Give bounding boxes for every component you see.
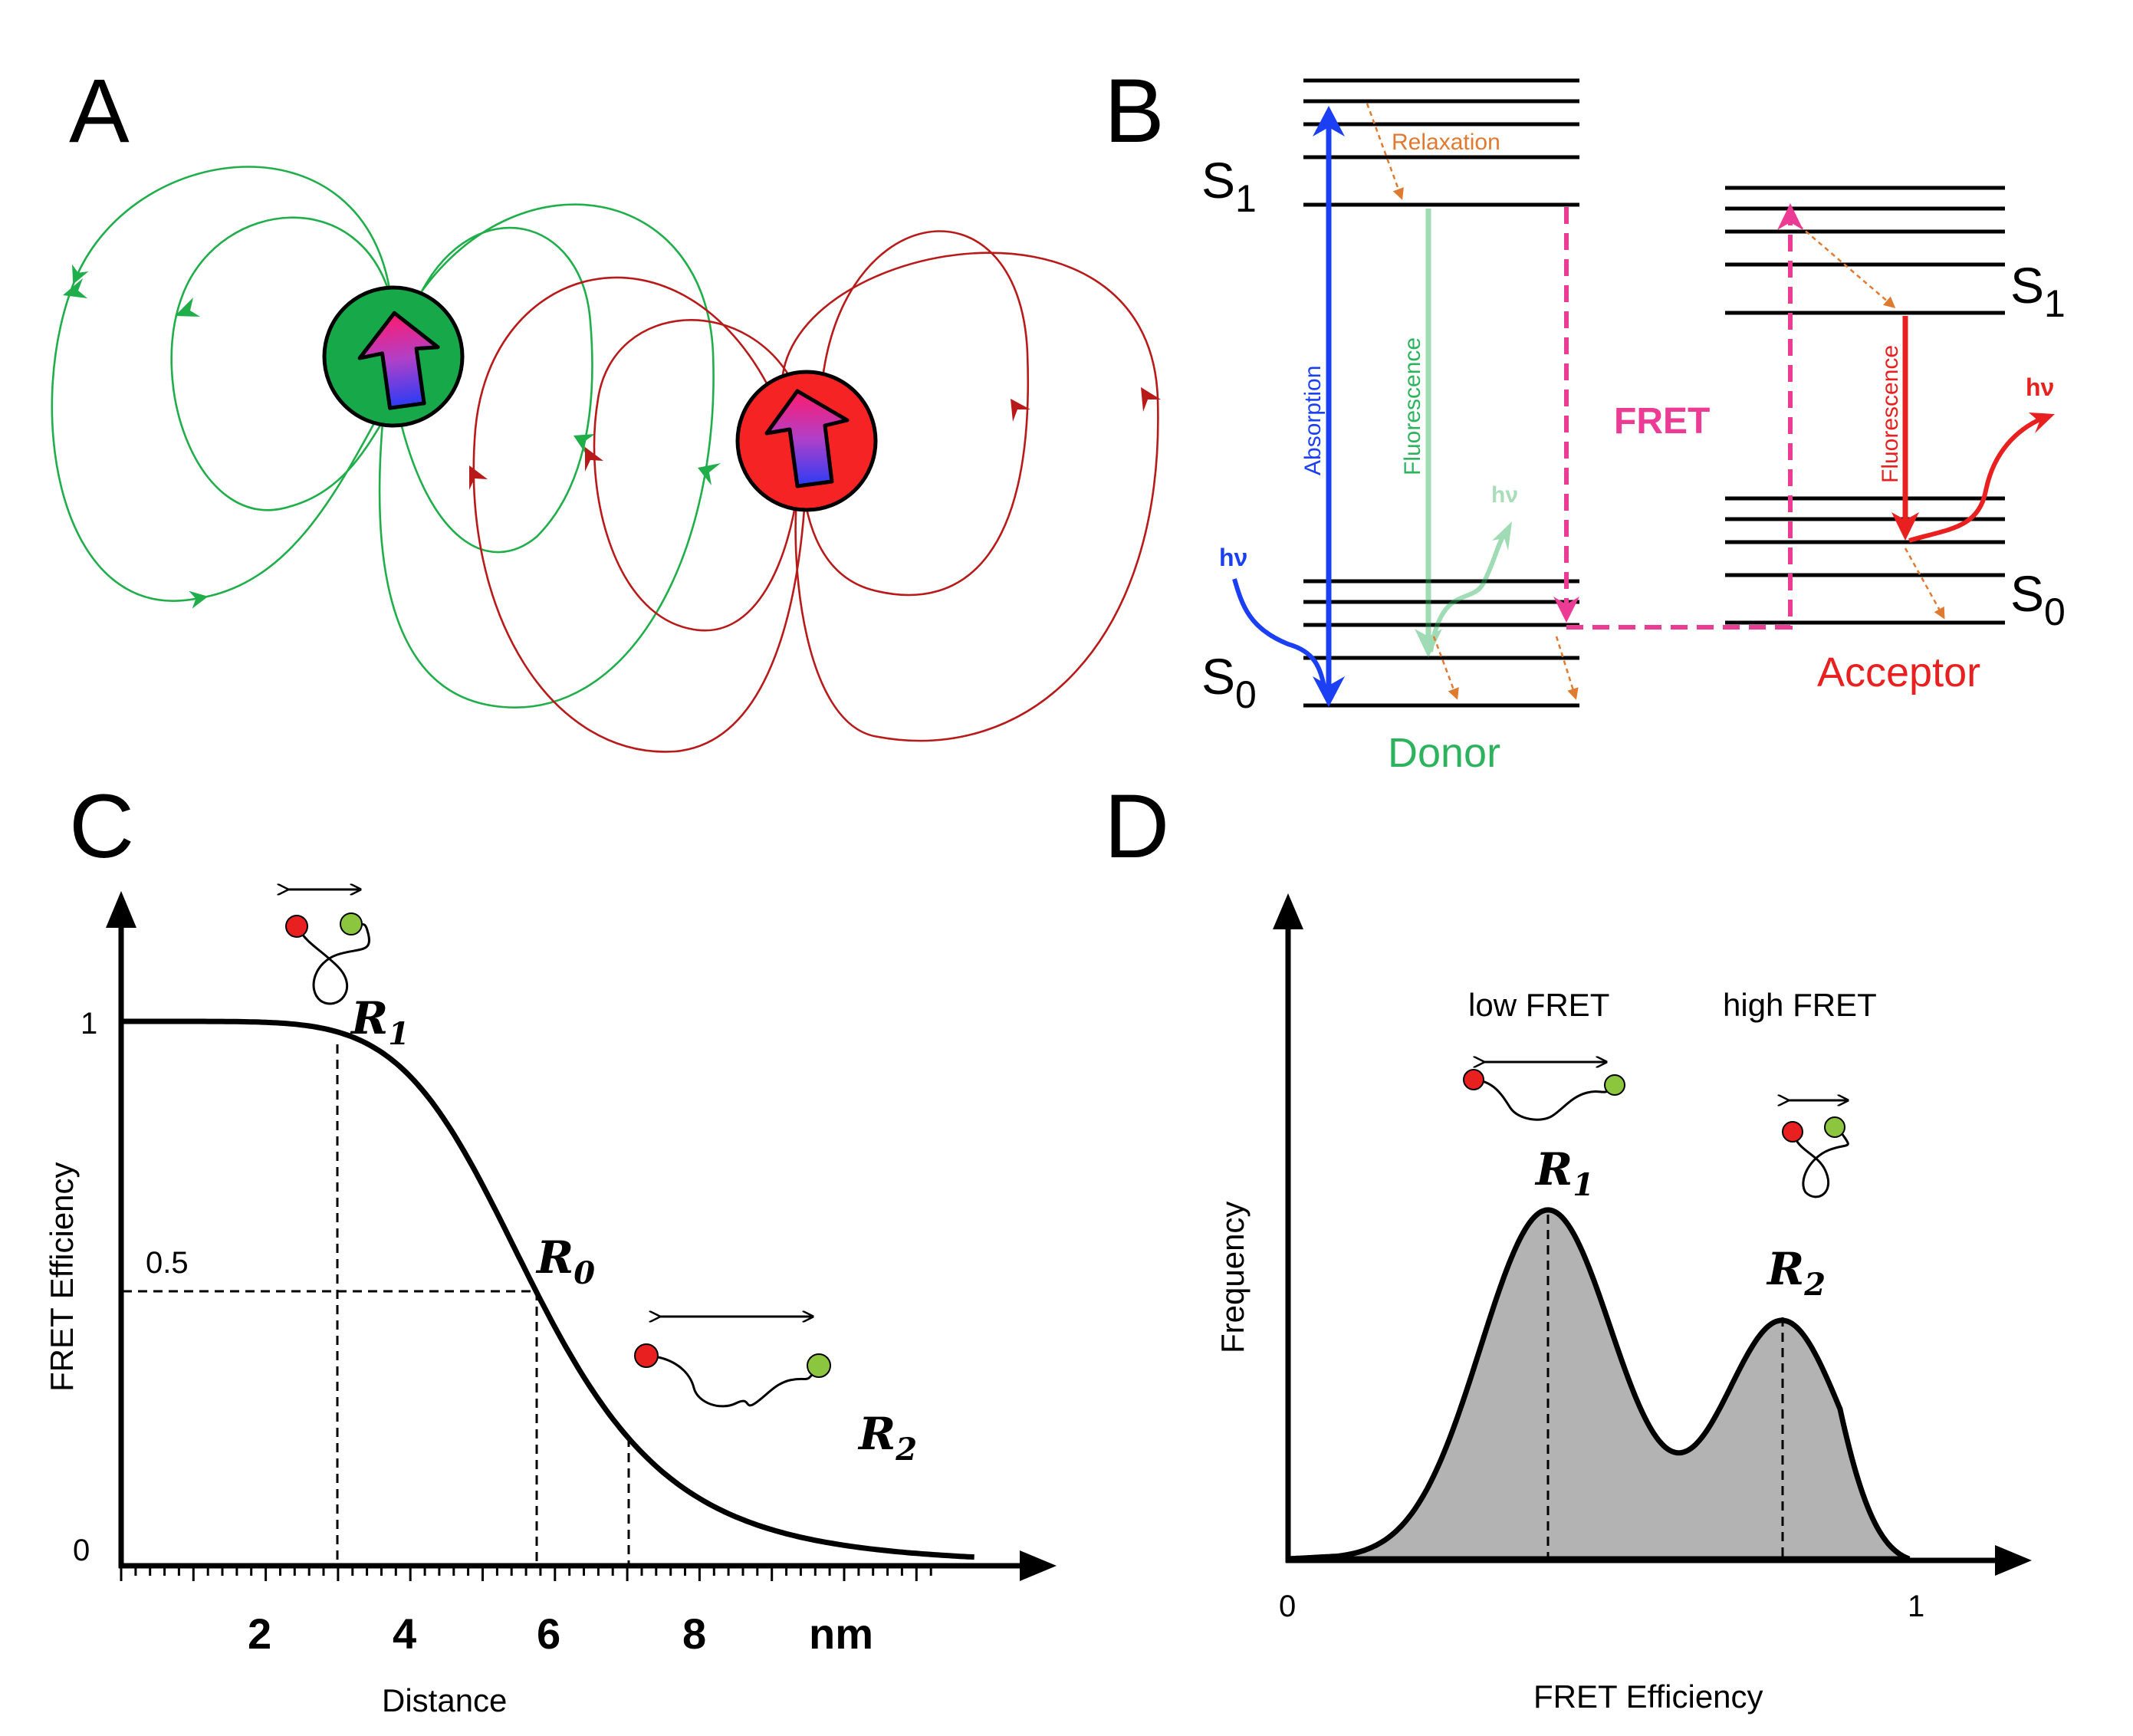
d-extended-molecule-icon — [1463, 1062, 1625, 1121]
state-labels: S1 S0 S1 S0 — [1201, 152, 2066, 716]
d-x-axis-label: FRET Efficiency — [1533, 1678, 1763, 1715]
fret-histogram-shape — [1285, 1207, 1911, 1562]
acceptor-s1-label: S1 — [2010, 257, 2066, 325]
acceptor-fluorescence-arrow: Fluorescence hν — [1878, 316, 2055, 543]
d-y-axis-label: Frequency — [1214, 1202, 1251, 1353]
d-r2-label: R2 — [1766, 1243, 1826, 1303]
acceptor-field-lines — [472, 230, 1159, 753]
panel-c-letter: C — [69, 776, 134, 877]
panel-b-letter: B — [1104, 61, 1165, 162]
panel-c: C 1 0 0.5 2 4 6 8 nm Distance FRET Effic… — [44, 776, 1057, 1718]
c-compact-molecule-icon — [286, 889, 371, 1005]
d-high-fret-label: high FRET — [1723, 987, 1877, 1023]
c-y-tick-0: 0 — [73, 1534, 90, 1567]
d-y-axis-arrowhead — [1273, 893, 1303, 929]
d-peak-lines — [1546, 1215, 1784, 1559]
c-guide-lines — [123, 1044, 630, 1564]
relaxation-label: Relaxation — [1392, 130, 1500, 155]
donor-field-arrowheads — [63, 278, 721, 485]
c-x-tick: 2 — [248, 1609, 271, 1658]
c-x-unit: nm — [809, 1609, 873, 1658]
c-x-tick-labels: 2 4 6 8 nm — [248, 1609, 873, 1658]
donor-s1-label: S1 — [1201, 152, 1257, 220]
acceptor-dipole-arrow-icon — [764, 389, 850, 488]
donor-dipole — [322, 285, 465, 428]
c-x-tick: 6 — [537, 1609, 560, 1658]
acceptor-fluorescence-label: Fluorescence — [1878, 345, 1903, 483]
fret-label: FRET — [1614, 401, 1710, 442]
donor-dipole-arrow-icon — [357, 311, 440, 410]
donor-label: Donor — [1388, 730, 1500, 776]
c-x-axis-label: Distance — [382, 1682, 507, 1718]
absorption-arrow: Absorption — [1300, 106, 1345, 707]
donor-hv-out-label: hν — [1491, 482, 1518, 508]
fret-efficiency-curve — [121, 1018, 974, 1560]
donor-field-lines — [51, 166, 715, 709]
d-r1-label: R1 — [1534, 1143, 1594, 1203]
absorption-label: Absorption — [1300, 366, 1326, 475]
acceptor-dipole — [735, 370, 878, 512]
c-half-label: 0.5 — [146, 1246, 189, 1280]
acceptor-s0-label: S0 — [2010, 565, 2066, 633]
d-x-axis-arrowhead — [1995, 1545, 2032, 1576]
donor-energy-levels — [1303, 78, 1579, 708]
c-r1-label: R1 — [350, 992, 409, 1052]
panel-d-letter: D — [1104, 776, 1169, 877]
c-x-tick: 8 — [682, 1609, 706, 1658]
c-y-tick-1: 1 — [81, 1007, 97, 1041]
d-x-tick-1: 1 — [1908, 1590, 1924, 1623]
c-r0-label: R0 — [535, 1231, 595, 1291]
acceptor-energy-levels — [1725, 186, 2005, 625]
panel-d: D 0 1 FRET Efficiency Frequency low FRET… — [1104, 776, 2032, 1715]
d-compact-molecule-icon — [1783, 1100, 1849, 1198]
c-r2-label: R2 — [857, 1408, 917, 1468]
acceptor-hv-out-label: hν — [2026, 373, 2054, 401]
fret-transfer-path: FRET — [1553, 203, 1803, 630]
c-y-axis-label: FRET Efficiency — [44, 1162, 80, 1392]
panel-a-letter: A — [69, 61, 130, 162]
acceptor-label: Acceptor — [1817, 649, 1980, 695]
donor-s0-label: S0 — [1201, 648, 1257, 716]
acceptor-field-arrowheads — [469, 387, 1161, 490]
c-y-axis-arrowhead — [106, 891, 136, 928]
d-low-fret-label: low FRET — [1468, 987, 1609, 1023]
d-x-tick-0: 0 — [1279, 1590, 1296, 1623]
donor-hv-in-label: hν — [1219, 544, 1247, 571]
panel-a: A — [51, 61, 1161, 753]
c-extended-molecule-icon — [634, 1317, 831, 1408]
c-x-axis-arrowhead — [1020, 1550, 1057, 1581]
panel-b: B S1 — [1104, 61, 2066, 776]
c-x-tick: 4 — [393, 1609, 416, 1658]
relaxation-arrows — [1366, 103, 1945, 700]
c-minor-ticks — [120, 1566, 932, 1581]
donor-fluorescence-label: Fluorescence — [1400, 337, 1425, 475]
donor-incoming-photon: hν — [1219, 544, 1327, 691]
donor-fluorescence-arrow — [1415, 209, 1512, 658]
